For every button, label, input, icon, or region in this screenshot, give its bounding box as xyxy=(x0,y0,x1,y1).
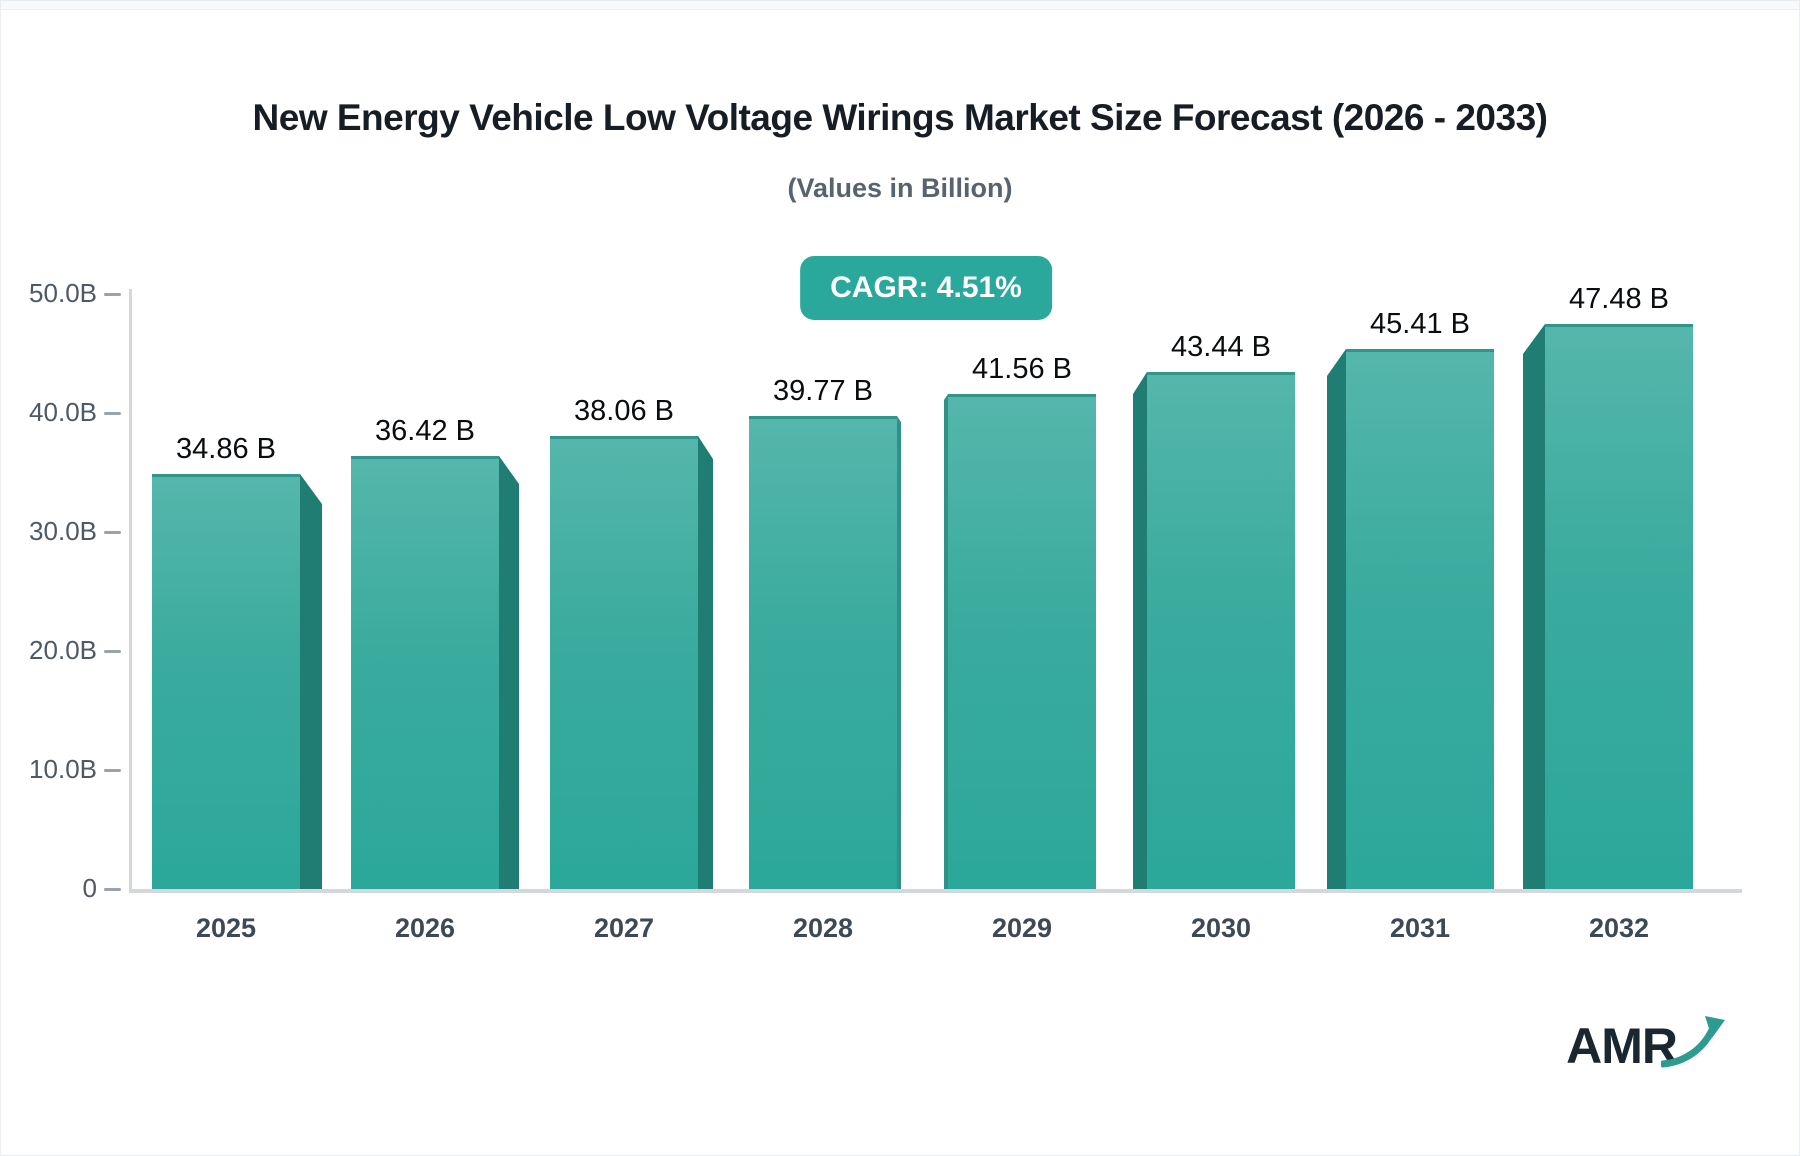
bar-value-label: 43.44 B xyxy=(1171,331,1271,363)
bar-value-label: 41.56 B xyxy=(972,353,1072,385)
bar-value-label: 39.77 B xyxy=(773,375,873,407)
y-axis-line xyxy=(129,289,132,891)
y-axis-tick-label: 50.0B xyxy=(29,278,97,308)
y-axis-tick-label: 10.0B xyxy=(29,754,97,784)
x-axis-label: 2032 xyxy=(1588,913,1650,943)
x-axis-line xyxy=(129,889,1742,893)
bar-3d-side xyxy=(300,474,322,889)
y-axis-tick-label: 20.0B xyxy=(29,635,97,665)
y-axis-tick-label: 30.0B xyxy=(29,516,97,546)
bar xyxy=(749,416,897,889)
x-axis-label: 2027 xyxy=(593,913,655,943)
x-axis-label: 2025 xyxy=(195,913,257,943)
growth-arrow-icon xyxy=(1661,1016,1725,1068)
x-axis-label: 2026 xyxy=(394,913,456,943)
x-axis-label: 2029 xyxy=(991,913,1053,943)
bar xyxy=(550,436,698,889)
bar-3d-side xyxy=(1523,324,1545,889)
bar-3d-side xyxy=(897,416,901,889)
bar-value-label: 45.41 B xyxy=(1370,308,1470,340)
bar-3d-side xyxy=(1133,372,1147,889)
bar-3d-side xyxy=(1327,349,1346,889)
chart-subtitle: (Values in Billion) xyxy=(787,173,1013,203)
x-axis-label: 2030 xyxy=(1190,913,1252,943)
y-axis-tick-mark xyxy=(104,412,121,415)
bar xyxy=(1545,324,1693,889)
bar-value-label: 36.42 B xyxy=(375,415,475,447)
bar xyxy=(1346,349,1494,889)
amr-logo: AMR xyxy=(1566,1013,1727,1071)
bar xyxy=(948,394,1096,889)
chart-title: New Energy Vehicle Low Voltage Wirings M… xyxy=(252,97,1548,138)
x-axis-label: 2031 xyxy=(1389,913,1451,943)
bar-3d-side xyxy=(944,394,948,889)
top-border-strip xyxy=(1,1,1799,10)
y-axis-tick-mark xyxy=(104,769,121,772)
cagr-badge: CAGR: 4.51% xyxy=(800,256,1052,320)
y-axis-tick-mark xyxy=(104,650,121,653)
bar xyxy=(351,456,499,889)
y-axis-tick-mark xyxy=(104,531,121,534)
amr-logo-text: AMR xyxy=(1566,1018,1678,1074)
bar-value-label: 34.86 B xyxy=(176,433,276,465)
bar-value-label: 47.48 B xyxy=(1569,283,1669,315)
bar xyxy=(1147,372,1295,889)
bar xyxy=(152,474,300,889)
bar-3d-side xyxy=(698,436,713,889)
y-axis-tick-mark xyxy=(104,888,121,891)
y-axis-tick-label: 40.0B xyxy=(29,397,97,427)
bar-value-label: 38.06 B xyxy=(574,395,674,427)
bar-3d-side xyxy=(499,456,519,889)
y-axis-tick-label: 0 xyxy=(82,873,97,903)
x-axis-label: 2028 xyxy=(792,913,854,943)
y-axis-tick-mark xyxy=(104,293,121,296)
